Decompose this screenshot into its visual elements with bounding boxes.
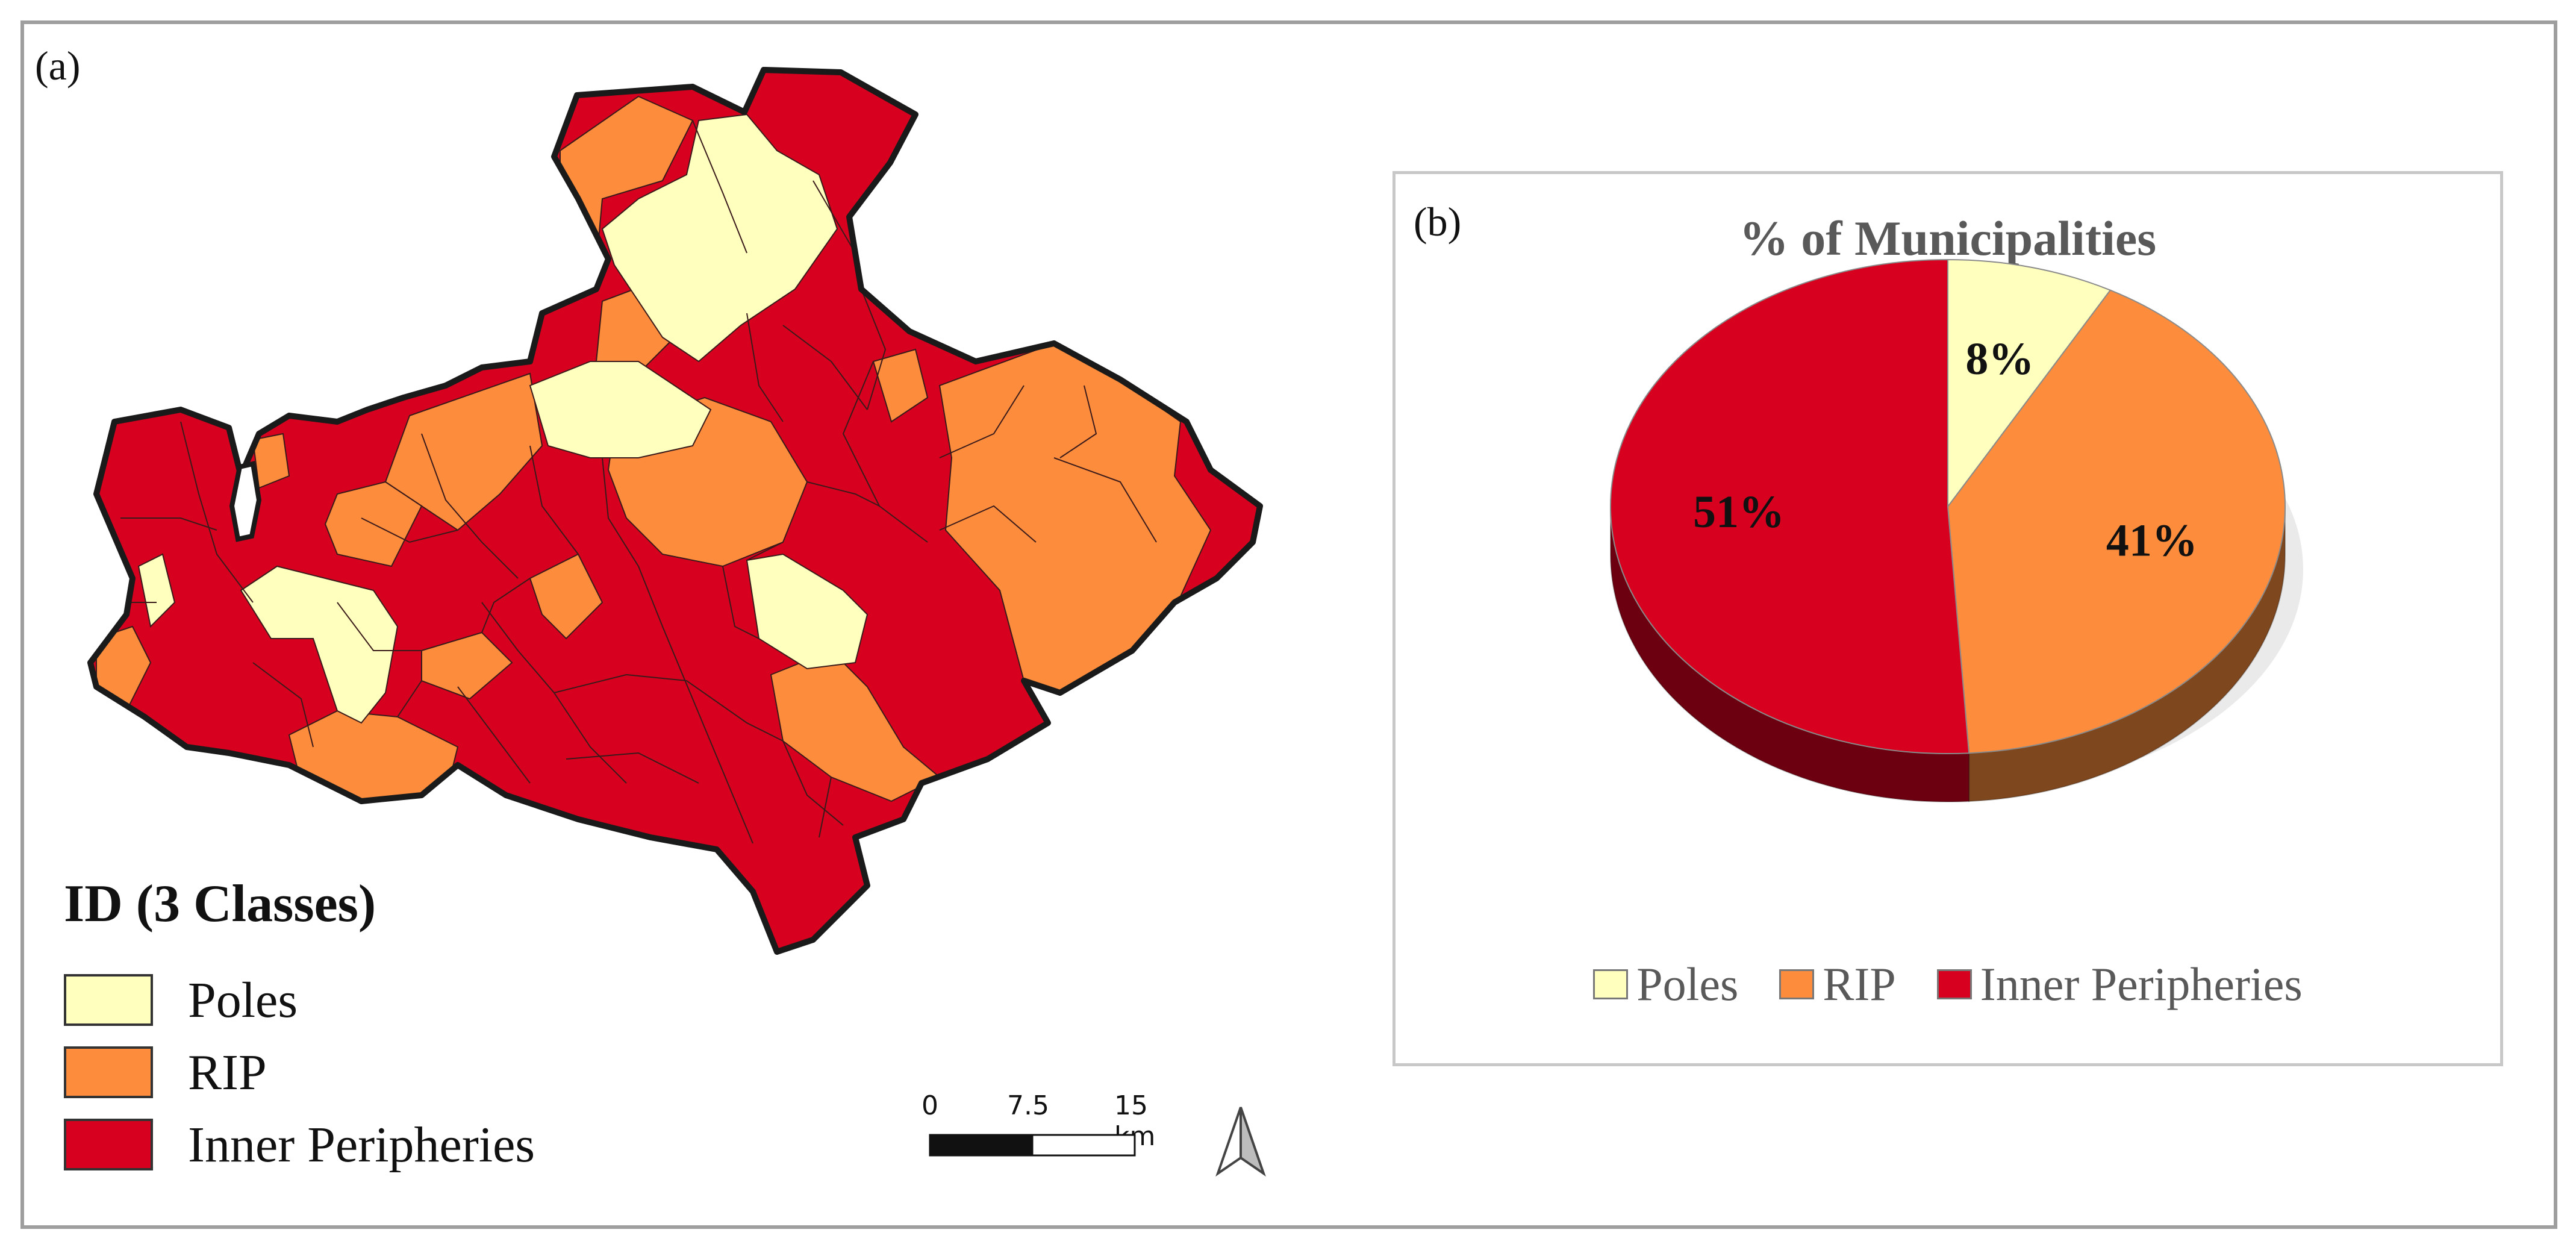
pie-data-label-poles: 8% [1965, 334, 2034, 384]
panel-a-label: (a) [35, 43, 81, 89]
pie-chart: 8% 41% 51% [1610, 258, 2303, 802]
map-legend-title: ID (3 Classes) [64, 875, 376, 933]
pie-legend-item-inner-peripheries: Inner Peripheries [1936, 957, 2303, 1011]
legend-item-inner-peripheries: Inner Peripheries [64, 1116, 535, 1173]
map-region [87, 67, 1263, 955]
legend-label-rip: RIP [188, 1044, 267, 1101]
region-pole [529, 361, 712, 458]
pie-slice-inner-peripheries [1610, 258, 1970, 754]
legend-label-poles: Poles [188, 972, 298, 1028]
pie-legend-item-poles: Poles [1593, 957, 1738, 1011]
pie-legend-item-rip: RIP [1779, 957, 1896, 1011]
pie-legend-swatch-poles [1593, 969, 1629, 999]
pie-legend-label-rip: RIP [1823, 958, 1896, 1010]
legend-label-inner-peripheries: Inner Peripheries [188, 1116, 535, 1173]
region-pole [746, 553, 869, 670]
pie-slice-rip [1947, 289, 2286, 754]
region-rip [529, 553, 603, 640]
legend-item-rip: RIP [64, 1043, 267, 1101]
pie-chart-panel: (b) % of Municipalities 8% 41% 51% Poles R… [1392, 171, 2503, 1066]
legend-item-poles: Poles [64, 971, 298, 1029]
lake [229, 461, 262, 542]
region-pole [137, 553, 176, 628]
region-pole [601, 113, 838, 363]
region-rip [252, 433, 290, 489]
scale-label-0: 0 [922, 1090, 938, 1121]
pie-data-label-inner-peripheries: 51% [1693, 487, 1785, 537]
region-pole [240, 565, 399, 724]
pie-legend-label-inner-peripheries: Inner Peripheries [1980, 958, 2303, 1010]
scale-bar-graphic [929, 1134, 1136, 1157]
north-arrow-icon [1215, 1107, 1266, 1177]
pie-slice-poles [1947, 258, 2112, 508]
pie-legend-swatch-rip [1779, 969, 1815, 999]
legend-swatch-inner-peripheries [64, 1119, 153, 1170]
chart-title: % of Municipalities [1739, 211, 2157, 266]
region-rip [872, 348, 929, 423]
pie-legend-swatch-inner-peripheries [1936, 969, 1972, 999]
region-boundary [87, 67, 1263, 955]
legend-swatch-poles [64, 974, 153, 1026]
scale-label-mid: 7.5 [1007, 1090, 1049, 1121]
region-rip [421, 631, 513, 700]
pie-legend: Poles RIP Inner Peripheries [1396, 957, 2500, 1011]
pie-data-label-rip: 41% [2106, 515, 2198, 566]
panel-b-label: (b) [1414, 199, 1462, 245]
pie-legend-label-poles: Poles [1636, 958, 1739, 1010]
legend-swatch-rip [64, 1046, 153, 1098]
